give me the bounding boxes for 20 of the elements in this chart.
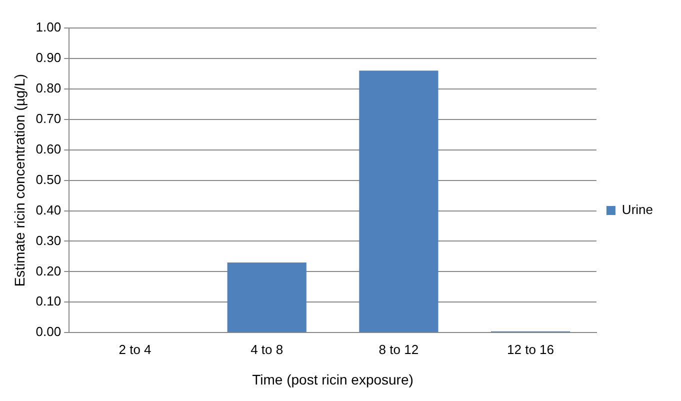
y-axis-title: Estimate ricin concentration (µg/L): [11, 74, 28, 287]
x-tick-label: 12 to 16: [507, 342, 554, 357]
x-tick-label: 4 to 8: [250, 342, 284, 357]
y-tick-label: 0.60: [36, 141, 62, 156]
y-tick-label: 0.40: [36, 202, 62, 218]
y-tick-label: 0.10: [36, 294, 62, 309]
x-tick-label: 8 to 12: [378, 342, 419, 357]
bar: [227, 262, 306, 332]
y-tick-label: 0.70: [36, 110, 62, 126]
y-tick-label: 0.20: [36, 263, 62, 278]
y-tick-label: 0.30: [36, 232, 62, 248]
y-tick-label: 0.00: [36, 324, 62, 340]
x-axis-title: Time (post ricin exposure): [252, 371, 414, 388]
bar: [359, 70, 438, 332]
y-tick-label: 1.00: [36, 20, 62, 35]
x-tick-label: 2 to 4: [118, 342, 152, 357]
legend-label: Urine: [622, 202, 654, 218]
y-tick-label: 0.90: [36, 50, 62, 66]
y-tick-label: 0.80: [36, 80, 62, 96]
y-tick-label: 0.50: [36, 172, 62, 187]
